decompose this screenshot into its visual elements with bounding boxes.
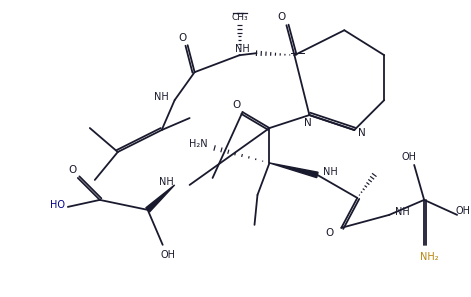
Text: NH: NH — [154, 92, 169, 102]
Text: NH: NH — [395, 207, 410, 217]
Text: O: O — [179, 33, 187, 43]
Text: NH₂: NH₂ — [420, 252, 439, 262]
Text: O: O — [325, 228, 333, 238]
Text: N: N — [358, 128, 366, 138]
Text: OH: OH — [160, 250, 175, 260]
Text: NH: NH — [323, 167, 338, 177]
Text: CH₃: CH₃ — [231, 13, 248, 22]
Text: HO: HO — [50, 200, 65, 210]
Text: OH: OH — [455, 206, 471, 216]
Text: O: O — [232, 100, 241, 110]
Text: NH: NH — [235, 44, 250, 54]
Text: NH: NH — [159, 177, 174, 187]
Polygon shape — [269, 163, 318, 178]
Text: H₂N: H₂N — [189, 139, 208, 149]
Text: O: O — [277, 12, 285, 22]
Text: N: N — [303, 118, 311, 128]
Text: O: O — [69, 165, 77, 175]
Polygon shape — [146, 185, 175, 212]
Text: OH: OH — [402, 152, 417, 162]
